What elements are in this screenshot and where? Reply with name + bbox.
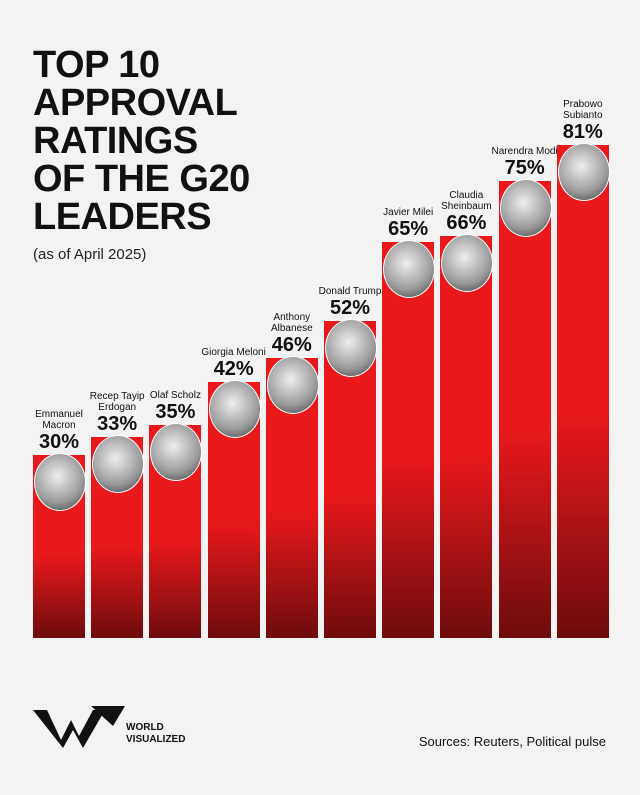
leader-photo [441, 234, 494, 293]
source-note: Sources: Reuters, Political pulse [418, 734, 606, 749]
leader-photo [92, 435, 145, 494]
bar-label: Claudia Sheinbaum 66% [431, 190, 501, 234]
bar-label: Anthony Albanese 46% [257, 312, 327, 356]
leader-name: Javier Milei [383, 207, 434, 219]
bar [440, 236, 493, 638]
bar-label: Prabowo Subianto 81% [548, 99, 618, 143]
leader-name: Recep Tayip Erdogan [89, 391, 145, 414]
bar-label: Olaf Scholz 35% [140, 390, 210, 423]
leader-name: Emmanuel Macron [35, 409, 83, 432]
leader-photo [34, 453, 86, 512]
leader-photo [266, 355, 319, 414]
logo [33, 706, 125, 748]
bar-label: Recep Tayip Erdogan 33% [82, 391, 152, 435]
leader-name: Narendra Modi [491, 146, 558, 158]
leader-name: Anthony Albanese [270, 311, 313, 334]
bar-label: Emmanuel Macron 30% [24, 409, 94, 453]
leader-photo [208, 380, 261, 439]
value-label: 30% [38, 431, 80, 454]
leader-photo [150, 422, 203, 481]
leader-photo [325, 319, 377, 378]
bar-label: Narendra Modi 75% [490, 146, 560, 179]
value-label: 65% [388, 218, 429, 241]
leader-name: Prabowo Subianto [563, 98, 603, 121]
value-label: 81% [562, 120, 603, 143]
value-label: 75% [504, 157, 545, 180]
leader-name: Donald Trump [318, 286, 382, 298]
chart-subtitle: (as of April 2025) [33, 246, 147, 263]
value-label: 46% [271, 333, 312, 356]
value-label: 52% [329, 297, 371, 320]
value-label: 42% [213, 358, 254, 381]
value-label: 35% [155, 400, 196, 423]
bar [498, 181, 551, 638]
value-label: 33% [97, 413, 138, 436]
bar-label: Giorgia Meloni 42% [199, 347, 269, 380]
leader-photo [499, 179, 552, 238]
leader-photo [383, 240, 436, 299]
bar [556, 144, 609, 638]
leader-photo [557, 142, 610, 201]
bar [382, 242, 435, 638]
leader-name: Giorgia Meloni [201, 347, 266, 359]
leader-name: Claudia Sheinbaum [441, 190, 492, 213]
leader-name: Olaf Scholz [149, 389, 201, 401]
chart-title: TOP 10 APPROVAL RATINGS OF THE G20 LEADE… [33, 44, 250, 238]
bar-label: Javier Milei 65% [373, 207, 443, 240]
bar-label: Donald Trump 52% [315, 286, 385, 319]
value-label: 66% [446, 212, 487, 235]
brand-name: WORLD VISUALIZED [126, 722, 186, 745]
